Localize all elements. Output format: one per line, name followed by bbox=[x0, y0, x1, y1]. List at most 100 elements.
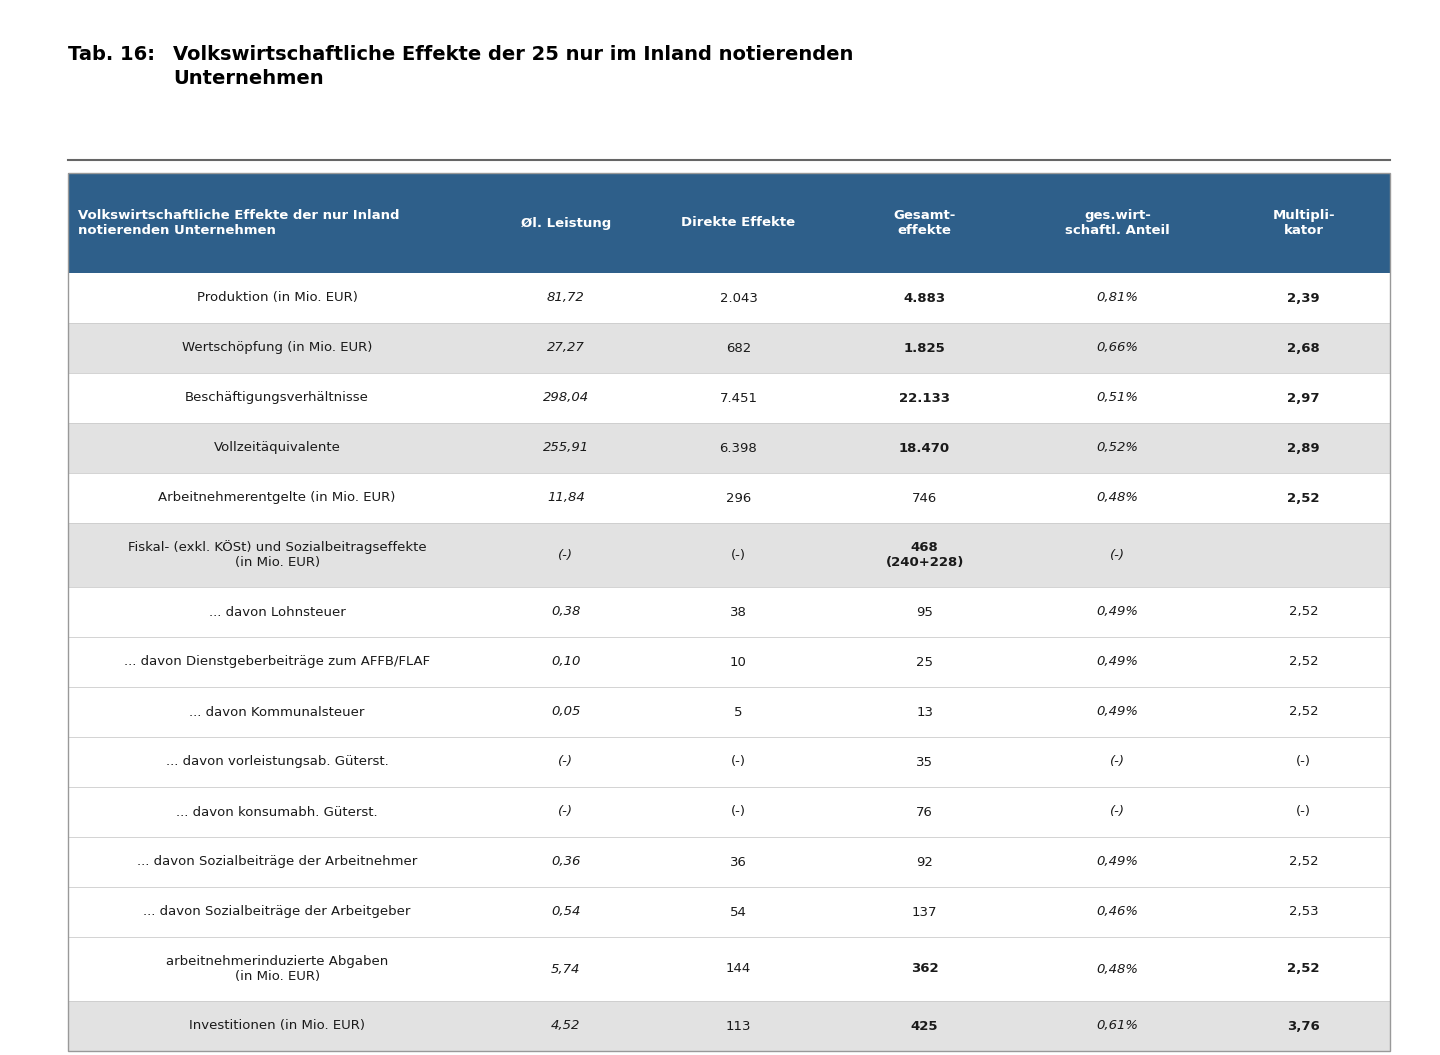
Text: 0,51%: 0,51% bbox=[1096, 391, 1139, 404]
Bar bbox=[68, 523, 1390, 587]
Text: Volkswirtschaftliche Effekte der 25 nur im Inland notierenden
Unternehmen: Volkswirtschaftliche Effekte der 25 nur … bbox=[173, 45, 854, 88]
Text: (-): (-) bbox=[559, 549, 573, 561]
Text: (-): (-) bbox=[732, 755, 746, 768]
Text: ... davon vorleistungsab. Güterst.: ... davon vorleistungsab. Güterst. bbox=[166, 755, 389, 768]
Text: 2,52: 2,52 bbox=[1289, 856, 1319, 868]
Text: 10: 10 bbox=[730, 655, 747, 669]
Bar bbox=[68, 423, 1390, 473]
Text: Wertschöpfung (in Mio. EUR): Wertschöpfung (in Mio. EUR) bbox=[181, 342, 373, 354]
Text: ... davon konsumabh. Güterst.: ... davon konsumabh. Güterst. bbox=[176, 806, 377, 819]
Text: Tab. 16:: Tab. 16: bbox=[68, 45, 156, 64]
Text: 7.451: 7.451 bbox=[720, 391, 757, 404]
Text: (-): (-) bbox=[1110, 549, 1125, 561]
Text: 6.398: 6.398 bbox=[720, 441, 757, 455]
Text: 11,84: 11,84 bbox=[547, 492, 585, 504]
Bar bbox=[68, 887, 1390, 937]
Text: 2,53: 2,53 bbox=[1289, 905, 1319, 919]
Bar bbox=[68, 323, 1390, 373]
Text: 1.825: 1.825 bbox=[904, 342, 946, 354]
Text: 0,81%: 0,81% bbox=[1096, 291, 1139, 305]
Text: 81,72: 81,72 bbox=[547, 291, 585, 305]
Bar bbox=[68, 937, 1390, 1001]
Text: Arbeitnehmerentgelte (in Mio. EUR): Arbeitnehmerentgelte (in Mio. EUR) bbox=[158, 492, 396, 504]
Bar bbox=[68, 173, 1390, 273]
Text: 95: 95 bbox=[916, 606, 933, 618]
Text: 682: 682 bbox=[726, 342, 752, 354]
Text: 0,48%: 0,48% bbox=[1096, 492, 1139, 504]
Text: (-): (-) bbox=[559, 806, 573, 819]
Text: 0,49%: 0,49% bbox=[1096, 706, 1139, 718]
Text: 92: 92 bbox=[916, 856, 933, 868]
Text: 2,39: 2,39 bbox=[1287, 291, 1320, 305]
Text: Gesamt-
effekte: Gesamt- effekte bbox=[893, 209, 956, 237]
Text: 0,36: 0,36 bbox=[552, 856, 580, 868]
Text: 0,10: 0,10 bbox=[552, 655, 580, 669]
Text: 746: 746 bbox=[912, 492, 937, 504]
Text: 296: 296 bbox=[726, 492, 752, 504]
Text: 35: 35 bbox=[916, 755, 933, 768]
Text: (-): (-) bbox=[559, 755, 573, 768]
Text: 4.883: 4.883 bbox=[903, 291, 946, 305]
Text: 362: 362 bbox=[910, 962, 939, 976]
Text: 25: 25 bbox=[916, 655, 933, 669]
Text: (-): (-) bbox=[1296, 806, 1312, 819]
Text: ... davon Lohnsteuer: ... davon Lohnsteuer bbox=[209, 606, 346, 618]
Text: 2.043: 2.043 bbox=[720, 291, 757, 305]
Text: Øl. Leistung: Øl. Leistung bbox=[521, 216, 611, 230]
Text: 0,52%: 0,52% bbox=[1096, 441, 1139, 455]
Text: 0,46%: 0,46% bbox=[1096, 905, 1139, 919]
Text: 0,49%: 0,49% bbox=[1096, 606, 1139, 618]
Bar bbox=[68, 687, 1390, 737]
Text: 2,52: 2,52 bbox=[1287, 962, 1320, 976]
Text: ... davon Sozialbeiträge der Arbeitnehmer: ... davon Sozialbeiträge der Arbeitnehme… bbox=[137, 856, 418, 868]
Text: 36: 36 bbox=[730, 856, 747, 868]
Text: 0,49%: 0,49% bbox=[1096, 856, 1139, 868]
Text: 0,61%: 0,61% bbox=[1096, 1019, 1139, 1033]
Bar bbox=[68, 587, 1390, 637]
Text: 468
(240+228): 468 (240+228) bbox=[886, 541, 963, 569]
Bar bbox=[68, 473, 1390, 523]
Text: 27,27: 27,27 bbox=[547, 342, 585, 354]
Text: arbeitnehmerinduzierte Abgaben
(in Mio. EUR): arbeitnehmerinduzierte Abgaben (in Mio. … bbox=[166, 955, 389, 983]
Text: 54: 54 bbox=[730, 905, 747, 919]
Text: 4,52: 4,52 bbox=[552, 1019, 580, 1033]
Text: 18.470: 18.470 bbox=[899, 441, 950, 455]
Text: 2,52: 2,52 bbox=[1289, 606, 1319, 618]
Text: 298,04: 298,04 bbox=[543, 391, 589, 404]
Bar bbox=[68, 1001, 1390, 1051]
Text: (-): (-) bbox=[732, 549, 746, 561]
Text: 2,68: 2,68 bbox=[1287, 342, 1320, 354]
Bar bbox=[68, 837, 1390, 887]
Text: 3,76: 3,76 bbox=[1287, 1019, 1320, 1033]
Text: 137: 137 bbox=[912, 905, 937, 919]
Text: ges.wirt-
schaftl. Anteil: ges.wirt- schaftl. Anteil bbox=[1066, 209, 1169, 237]
Text: 5,74: 5,74 bbox=[552, 962, 580, 976]
Text: Investitionen (in Mio. EUR): Investitionen (in Mio. EUR) bbox=[189, 1019, 366, 1033]
Text: Beschäftigungsverhältnisse: Beschäftigungsverhältnisse bbox=[186, 391, 369, 404]
Text: Volkswirtschaftliche Effekte der nur Inland
notierenden Unternehmen: Volkswirtschaftliche Effekte der nur Inl… bbox=[78, 209, 399, 237]
Text: (-): (-) bbox=[732, 806, 746, 819]
Text: 22.133: 22.133 bbox=[899, 391, 950, 404]
Bar bbox=[68, 173, 1390, 1051]
Text: ... davon Dienstgeberbeiträge zum AFFB/FLAF: ... davon Dienstgeberbeiträge zum AFFB/F… bbox=[124, 655, 431, 669]
Bar bbox=[68, 637, 1390, 687]
Text: 0,05: 0,05 bbox=[552, 706, 580, 718]
Text: ... davon Kommunalsteuer: ... davon Kommunalsteuer bbox=[190, 706, 364, 718]
Text: 0,48%: 0,48% bbox=[1096, 962, 1139, 976]
Text: Multipli-
kator: Multipli- kator bbox=[1273, 209, 1335, 237]
Text: 76: 76 bbox=[916, 806, 933, 819]
Text: 255,91: 255,91 bbox=[543, 441, 589, 455]
Text: 2,89: 2,89 bbox=[1287, 441, 1320, 455]
Text: Fiskal- (exkl. KÖSt) und Sozialbeitragseffekte
(in Mio. EUR): Fiskal- (exkl. KÖSt) und Sozialbeitragse… bbox=[128, 540, 426, 570]
Text: (-): (-) bbox=[1296, 755, 1312, 768]
Text: 0,54: 0,54 bbox=[552, 905, 580, 919]
Text: Produktion (in Mio. EUR): Produktion (in Mio. EUR) bbox=[197, 291, 357, 305]
Text: Direkte Effekte: Direkte Effekte bbox=[681, 216, 795, 230]
Text: (-): (-) bbox=[1110, 806, 1125, 819]
Bar bbox=[68, 373, 1390, 423]
Text: 2,52: 2,52 bbox=[1289, 706, 1319, 718]
Text: 2,97: 2,97 bbox=[1287, 391, 1320, 404]
Text: 5: 5 bbox=[734, 706, 743, 718]
Text: 425: 425 bbox=[912, 1019, 939, 1033]
Bar bbox=[68, 737, 1390, 787]
